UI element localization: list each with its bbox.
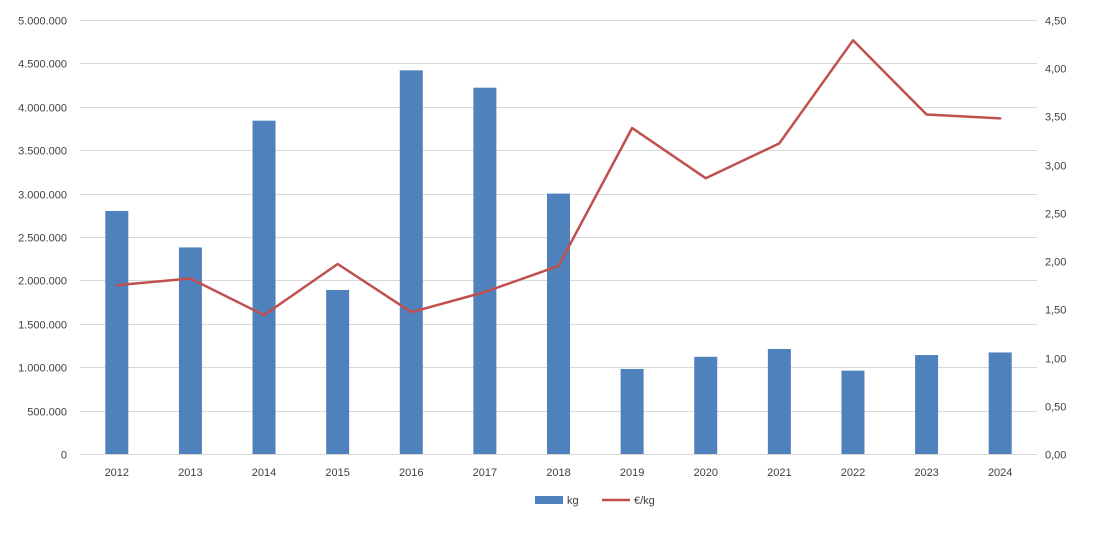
bar-2018	[547, 194, 570, 454]
left-tick-label: 4.500.000	[18, 59, 67, 71]
bar-2024	[989, 352, 1012, 454]
x-tick-label: 2013	[178, 467, 202, 479]
x-tick-label: 2022	[841, 467, 865, 479]
bar-2020	[694, 357, 717, 454]
bar-2023	[915, 355, 938, 454]
x-tick-label: 2016	[399, 467, 423, 479]
right-tick-label: 3,00	[1045, 161, 1066, 173]
x-axis-labels: 2012 2013 2014 2015 2016 2017 2018 2019 2020 2021…	[105, 467, 1013, 479]
x-tick-label: 2021	[767, 467, 791, 479]
legend-kg-label: kg	[567, 495, 579, 507]
left-axis-labels: 0 500.000 1.000.000 1.500.000 2.000.000 2.500…	[18, 16, 67, 462]
x-tick-label: 2018	[546, 467, 570, 479]
left-tick-label: 4.000.000	[18, 103, 67, 115]
x-tick-label: 2015	[325, 467, 349, 479]
bar-2012	[105, 211, 128, 454]
legend-kg-swatch	[535, 496, 563, 504]
bar-2019	[621, 369, 644, 454]
left-tick-label: 1.000.000	[18, 363, 67, 375]
right-tick-label: 2,50	[1045, 209, 1066, 221]
legend-price-label: €/kg	[634, 495, 655, 507]
right-tick-label: 0,50	[1045, 402, 1066, 414]
left-tick-label: 500.000	[27, 407, 67, 419]
bar-2022	[841, 371, 864, 454]
bar-2015	[326, 290, 349, 454]
bar-2016	[400, 70, 423, 454]
left-tick-label: 1.500.000	[18, 320, 67, 332]
right-tick-label: 1,00	[1045, 354, 1066, 366]
bar-2017	[473, 88, 496, 454]
kg-bars	[105, 70, 1011, 454]
left-tick-label: 3.500.000	[18, 146, 67, 158]
x-tick-label: 2014	[252, 467, 276, 479]
left-tick-label: 2.000.000	[18, 276, 67, 288]
left-tick-label: 0	[61, 450, 67, 462]
right-tick-label: 1,50	[1045, 305, 1066, 317]
right-tick-label: 2,00	[1045, 257, 1066, 269]
right-tick-label: 0,00	[1045, 450, 1066, 462]
x-tick-label: 2023	[914, 467, 938, 479]
bar-2014	[253, 121, 276, 454]
x-tick-label: 2024	[988, 467, 1012, 479]
x-tick-label: 2012	[105, 467, 129, 479]
right-tick-label: 3,50	[1045, 112, 1066, 124]
left-tick-label: 5.000.000	[18, 16, 67, 28]
bar-2021	[768, 349, 791, 454]
right-axis-labels: 0,00 0,50 1,00 1,50 2,00 2,50 3,00 3,50 4,00 4,50	[1045, 16, 1066, 462]
left-tick-label: 2.500.000	[18, 233, 67, 245]
x-tick-label: 2019	[620, 467, 644, 479]
legend: kg €/kg	[535, 495, 655, 507]
left-tick-label: 3.000.000	[18, 190, 67, 202]
right-tick-label: 4,50	[1045, 16, 1066, 28]
right-tick-label: 4,00	[1045, 64, 1066, 76]
x-tick-label: 2020	[693, 467, 717, 479]
x-tick-label: 2017	[473, 467, 497, 479]
